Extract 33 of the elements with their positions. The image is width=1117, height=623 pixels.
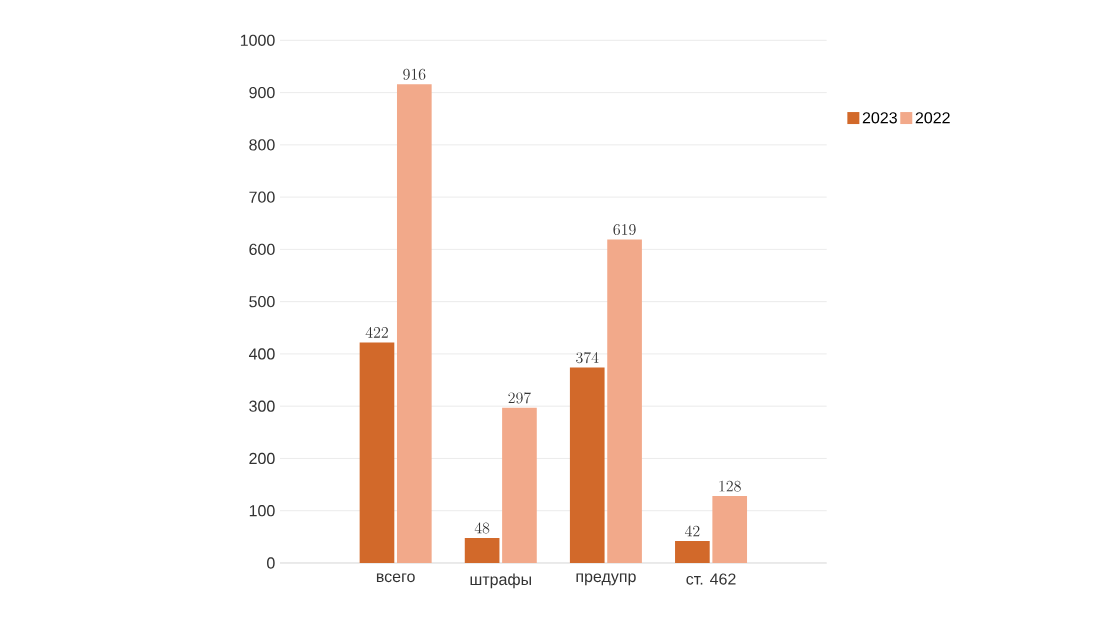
y-tick-label: 400 xyxy=(248,348,275,360)
data-label: 422 xyxy=(365,326,388,338)
bar xyxy=(607,239,642,563)
x-tick-label: ст. 462 xyxy=(686,573,736,585)
bar xyxy=(569,367,605,563)
legend-label: 2022 xyxy=(915,112,950,124)
x-tick-label: предупр xyxy=(576,573,636,586)
bar xyxy=(464,537,500,563)
data-label: 374 xyxy=(576,351,599,364)
x-tick-label: всего xyxy=(376,573,415,583)
bar xyxy=(359,342,395,563)
data-label: 42 xyxy=(684,525,700,537)
data-label: 619 xyxy=(613,224,636,236)
bar xyxy=(502,407,537,563)
y-tick-label: 900 xyxy=(249,86,275,99)
y-tick-label: 800 xyxy=(249,139,275,151)
y-tick-label: 300 xyxy=(249,400,275,412)
data-label: 128 xyxy=(719,480,741,492)
y-tick-label: 100 xyxy=(249,505,275,517)
data-label: 48 xyxy=(474,522,490,534)
bar xyxy=(396,84,432,563)
data-label: 916 xyxy=(403,68,426,80)
bar xyxy=(712,496,748,563)
y-tick-label: 0 xyxy=(267,557,275,569)
y-tick-label: 700 xyxy=(249,191,275,203)
y-tick-label: 500 xyxy=(249,295,275,308)
y-tick-label: 600 xyxy=(249,243,275,256)
x-tick-label: штрафы xyxy=(470,573,531,589)
y-tick-label: 200 xyxy=(249,452,275,465)
legend-label: 2023 xyxy=(862,112,897,124)
bar xyxy=(675,541,710,563)
data-label: 297 xyxy=(508,392,531,404)
y-tick-label: 1000 xyxy=(240,34,275,46)
